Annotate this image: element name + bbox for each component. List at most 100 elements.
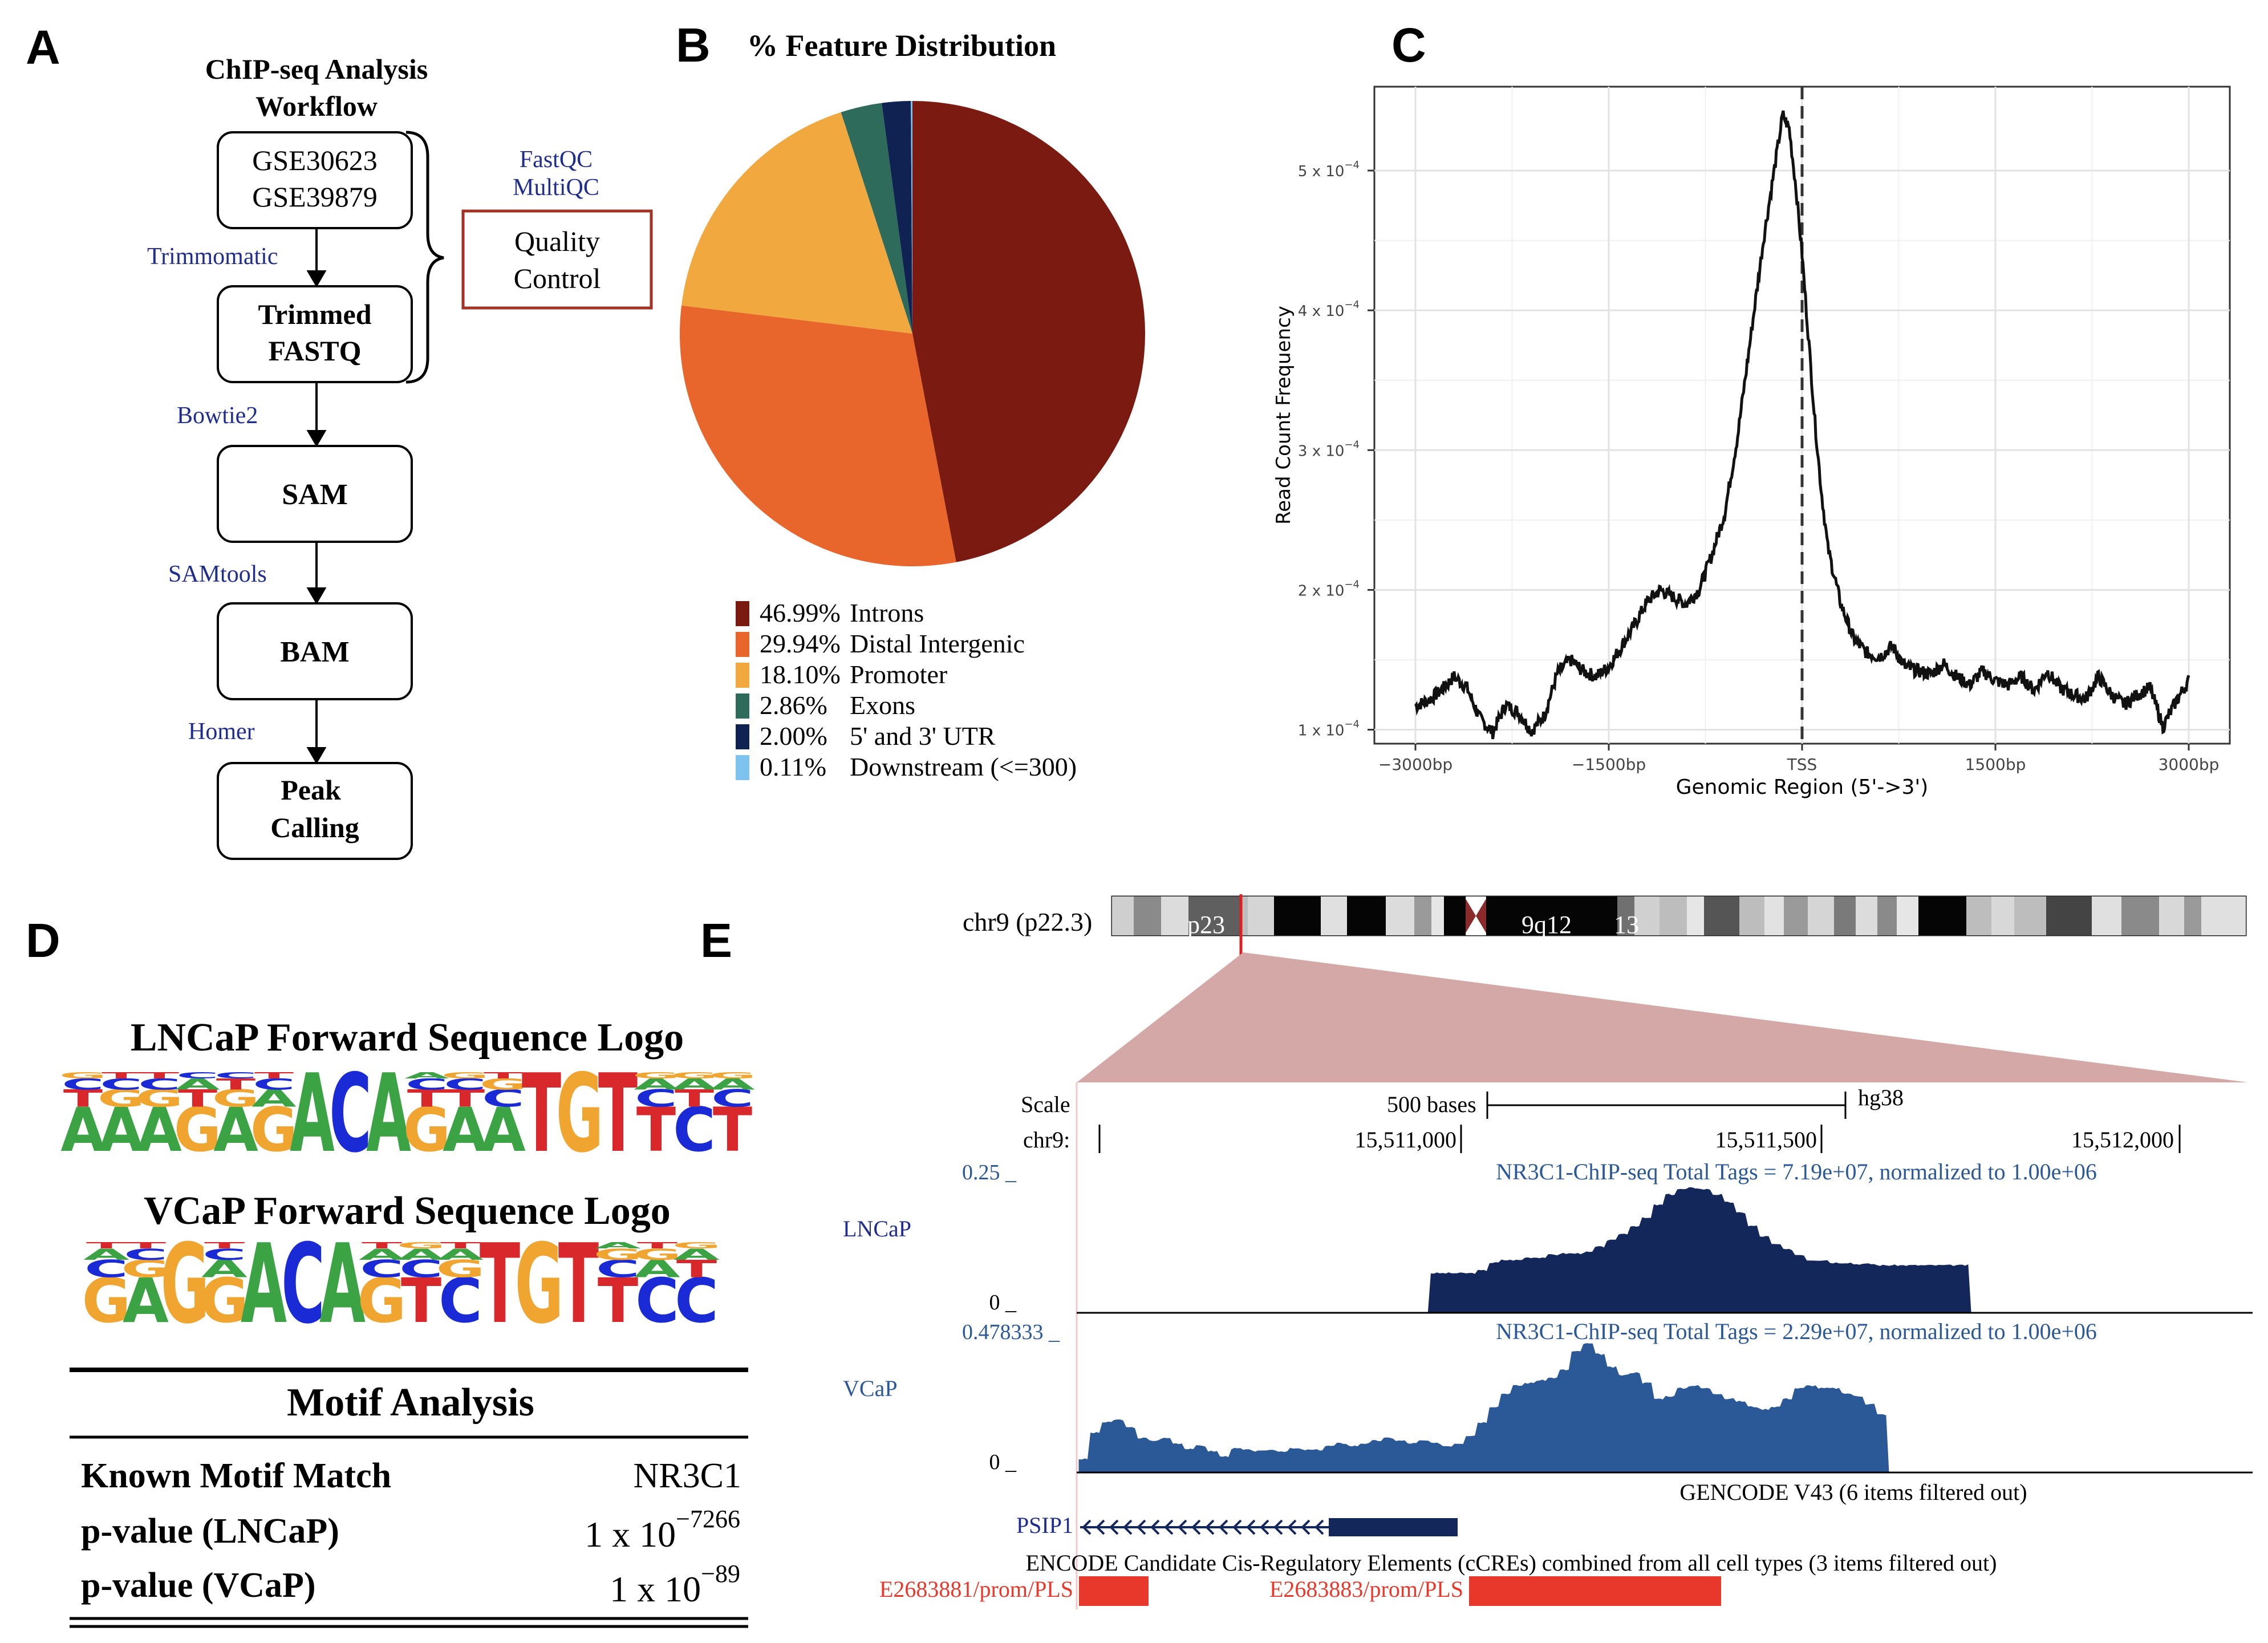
logo-letter-A: A [443,1096,488,1165]
logo-letter-C: C [329,1050,372,1177]
logo-letter-G: G [403,1096,451,1165]
logo-letter-T: T [636,1096,676,1165]
vcap-track-caption: NR3C1-ChIP-seq Total Tags = 2.29e+07, no… [1496,1319,2097,1344]
ideogram-band [1966,896,1991,935]
line-axis-ticks: −3000bp −1500bp TSS 1500bp 3000bp 1 x 10−4 2 x… [1298,159,2220,774]
vcap-track-min: 0 _ [989,1450,1017,1474]
legend-swatch-5 [736,724,749,749]
logo-letter-T: T [445,1085,485,1113]
logo-letter-G: G [594,1246,643,1263]
logo-letter-A: A [359,1246,405,1263]
logo-letter-T: T [216,1076,256,1093]
logo-letter-G: G [121,1255,171,1283]
ideogram-band [1112,896,1134,935]
ideogram-band [2014,896,2046,935]
scale-bar [1486,1092,1847,1119]
panel-b: B % Feature Distribution 46.99% Introns 29… [676,18,1145,781]
logo-letter-A: A [123,1265,169,1337]
gene-strand-chevron [1314,1519,1324,1535]
logo-letter-T: T [558,1222,599,1348]
coord-2: 15,511,500 [1715,1127,1817,1153]
x-tick-label: −1500bp [1572,755,1646,774]
node-sam-label: SAM [282,478,348,511]
logo-letter-T: T [637,1240,677,1251]
logo-letter-T: T [254,1070,294,1081]
logo-letter-T: T [440,1240,481,1251]
ideogram-band [1687,896,1704,935]
legend-label-3: Promoter [850,660,947,689]
pie-slice-4 [841,103,912,334]
vcap-sequence-logo: GCATAGCTGGACTACAGCATTCAGCGATTGTTCGACAGTC… [82,1222,721,1348]
chromosome-ideogram [1111,895,2247,936]
ideogram-band [1784,896,1808,935]
ccre1-block [1079,1576,1149,1606]
ideogram-band [1274,896,1321,935]
logo-letter-G: G [98,1085,145,1113]
x-tick-label: 3000bp [2159,755,2220,774]
legend-swatch-1 [736,601,749,626]
workflow-node-sam: SAM [217,445,413,543]
y-tick-label: 1 x 10−4 [1298,718,1360,739]
workflow-title-line2: Workflow [255,90,378,122]
panel-e: E chr9 (p22.3) p23 9q12 13 Scale 500 bas… [700,894,2253,1609]
workflow-node-bam: BAM [217,602,413,700]
logo-letter-G: G [161,1222,210,1348]
panel-c-letter: C [1391,18,1426,72]
motif-row-vcap-label: p-value (VCaP) [81,1566,316,1605]
legend-label-2: Distal Intergenic [850,629,1025,658]
band-9q12: 9q12 [1522,911,1572,939]
logo-letter-A: A [241,1222,287,1348]
ideogram-band [1444,896,1466,935]
qc-box-line1: Quality [514,225,600,257]
logo-letter-G: G [212,1085,259,1113]
motif-row-lncap-label: p-value (LNCaP) [81,1512,339,1551]
ideogram-band [1414,896,1431,935]
tool-homer: Homer [188,719,255,745]
workflow-node-fastq: Trimmed FASTQ [217,285,413,383]
legend-label-6: Downstream (<=300) [850,752,1077,781]
legend-label-5: 5' and 3' UTR [850,721,996,750]
ideogram-band [1134,896,1161,935]
legend-label-4: Exons [850,691,915,720]
pie-chart [680,101,1145,566]
logo-letter-C: C [281,1222,325,1348]
logo-letter-T: T [676,1255,717,1283]
gene-strand-chevron [1232,1519,1242,1535]
logo-letter-A: A [398,1246,444,1263]
ccre2-block [1469,1576,1721,1606]
ideogram-band [2046,896,2092,935]
x-tick-label: −3000bp [1378,755,1453,774]
y-tick-label: 4 x 10−4 [1298,299,1360,320]
logo-letter-A: A [319,1222,366,1348]
y-tick-label: 3 x 10−4 [1298,439,1360,460]
workflow-arrows [306,228,327,764]
logo-letter-T: T [480,1222,520,1348]
legend-pct-4: 2.86% [760,691,827,720]
logo-letter-T: T [484,1070,524,1081]
motif-title: Motif Analysis [287,1381,534,1425]
legend-swatch-2 [736,632,749,657]
signal-area [1079,1187,2253,1313]
logo-letter-T: T [401,1265,441,1337]
qc-box-line2: Control [514,262,601,294]
ccre2-label: E2683883/prom/PLS [1269,1576,1463,1602]
x-tick-label: 1500bp [1965,755,2026,774]
logo-letter-A: A [481,1096,526,1165]
qc-tool-multiqc: MultiQC [513,175,599,201]
lncap-sequence-logo: ATCGAGCTAGCTGTACAGTCGACTACAGTCAATCGACGTT… [59,1050,756,1177]
logo-letter-T: T [140,1070,180,1081]
legend-swatch-6 [736,755,749,780]
chrom-label: chr9 (p22.3) [963,907,1092,936]
pie-slice-3 [681,112,912,334]
lncap-track-min: 0 _ [989,1291,1017,1315]
pie-legend: 46.99% Introns 29.94% Distal Intergenic 18.1… [736,598,1077,781]
logo-letter-C: C [635,1265,679,1337]
psip1-gene-model [1080,1518,1458,1536]
logo-letter-T: T [102,1070,141,1081]
logo-letter-C: C [635,1085,677,1113]
logo-letter-A: A [404,1070,449,1081]
ideogram-band [1764,896,1784,935]
logo-letter-G: G [709,1070,756,1081]
vcap-logo-title: VCaP Forward Sequence Logo [144,1189,671,1233]
